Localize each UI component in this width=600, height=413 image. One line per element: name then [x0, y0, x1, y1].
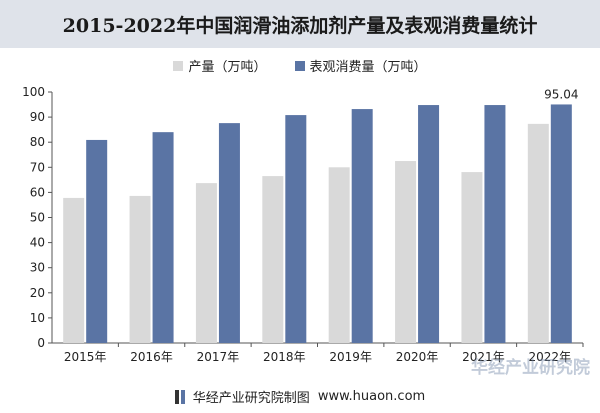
y-tick-label: 80: [30, 135, 45, 149]
bar-production: [461, 172, 483, 343]
bar-consumption: [484, 105, 506, 343]
bar-production: [527, 123, 549, 343]
y-tick-label: 40: [30, 236, 45, 250]
y-tick-label: 50: [30, 211, 45, 225]
legend: 产量（万吨） 表观消费量（万吨）: [0, 56, 600, 75]
bar-consumption: [86, 139, 108, 343]
y-tick-label: 60: [30, 185, 45, 199]
data-label: 95.04: [544, 87, 578, 101]
bar-production: [328, 167, 350, 343]
footer: 华经产业研究院制图 www.huaon.com: [0, 380, 600, 413]
chart-title: 2015-2022年中国润滑油添加剂产量及表观消费量统计: [0, 0, 600, 48]
x-tick-label: 2016年: [130, 350, 173, 364]
y-tick-label: 20: [30, 286, 45, 300]
bar-consumption: [285, 115, 307, 343]
x-tick-label: 2020年: [396, 350, 439, 364]
x-tick-label: 2022年: [529, 350, 572, 364]
x-tick-label: 2021年: [462, 350, 505, 364]
bar-consumption: [152, 132, 174, 343]
y-tick-label: 30: [30, 261, 45, 275]
source-text: 华经产业研究院制图: [192, 391, 310, 406]
legend-swatch: [294, 60, 305, 71]
logo-icon: [174, 389, 185, 404]
legend-label: 表观消费量（万吨）: [309, 60, 427, 75]
bar-production: [195, 183, 217, 343]
bar-production: [129, 195, 151, 343]
bar-production: [262, 176, 284, 343]
y-tick-label: 70: [30, 160, 45, 174]
y-tick-label: 90: [30, 110, 45, 124]
legend-swatch: [173, 60, 184, 71]
source-url: www.huaon.com: [317, 389, 426, 404]
y-tick-label: 0: [37, 336, 45, 350]
x-tick-label: 2018年: [263, 350, 306, 364]
x-tick-label: 2019年: [329, 350, 372, 364]
bar-consumption: [218, 123, 240, 344]
bar-consumption: [351, 109, 373, 344]
x-tick-label: 2015年: [64, 350, 107, 364]
y-tick-label: 10: [30, 311, 45, 325]
bar-production: [395, 161, 417, 343]
legend-item-production: 产量（万吨）: [173, 56, 267, 75]
bar-consumption: [550, 104, 572, 343]
bar-production: [63, 197, 85, 343]
watermark: 华经产业研究院: [471, 358, 590, 378]
y-tick-label: 100: [22, 85, 45, 99]
legend-item-consumption: 表观消费量（万吨）: [294, 56, 427, 75]
bar-consumption: [418, 105, 440, 343]
x-tick-label: 2017年: [197, 350, 240, 364]
legend-label: 产量（万吨）: [188, 60, 267, 75]
